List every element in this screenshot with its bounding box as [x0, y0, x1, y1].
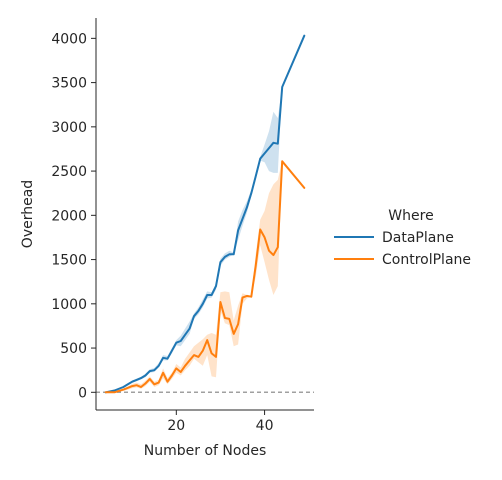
legend: Where DataPlane ControlPlane	[334, 208, 471, 268]
ci-band-controlplane	[105, 161, 305, 393]
y-tick-label: 1500	[51, 253, 87, 269]
y-tick-label: 3500	[51, 76, 87, 92]
y-tick-label: 1000	[51, 297, 87, 313]
x-tick-label: 40	[256, 418, 274, 434]
x-ticks: 20 40	[167, 410, 273, 434]
series-line-dataplane	[104, 34, 306, 394]
y-tick-label: 2500	[51, 164, 87, 180]
y-tick-label: 2000	[51, 208, 87, 224]
legend-label-controlplane: ControlPlane	[382, 252, 471, 268]
y-tick-label: 500	[60, 341, 87, 357]
x-tick-label: 20	[167, 418, 185, 434]
x-axis-label: Number of Nodes	[144, 443, 266, 459]
y-tick-label: 3000	[51, 120, 87, 136]
legend-label-dataplane: DataPlane	[382, 230, 454, 246]
y-tick-label: 0	[78, 385, 87, 401]
y-tick-label: 4000	[51, 31, 87, 47]
y-axis-label: Overhead	[20, 180, 36, 248]
series-line-controlplane	[104, 160, 306, 394]
y-ticks: 0 500 1000 1500 2000 2500 3000 3500 4000	[51, 31, 96, 401]
legend-title: Where	[388, 208, 433, 224]
plot-area	[96, 34, 314, 394]
